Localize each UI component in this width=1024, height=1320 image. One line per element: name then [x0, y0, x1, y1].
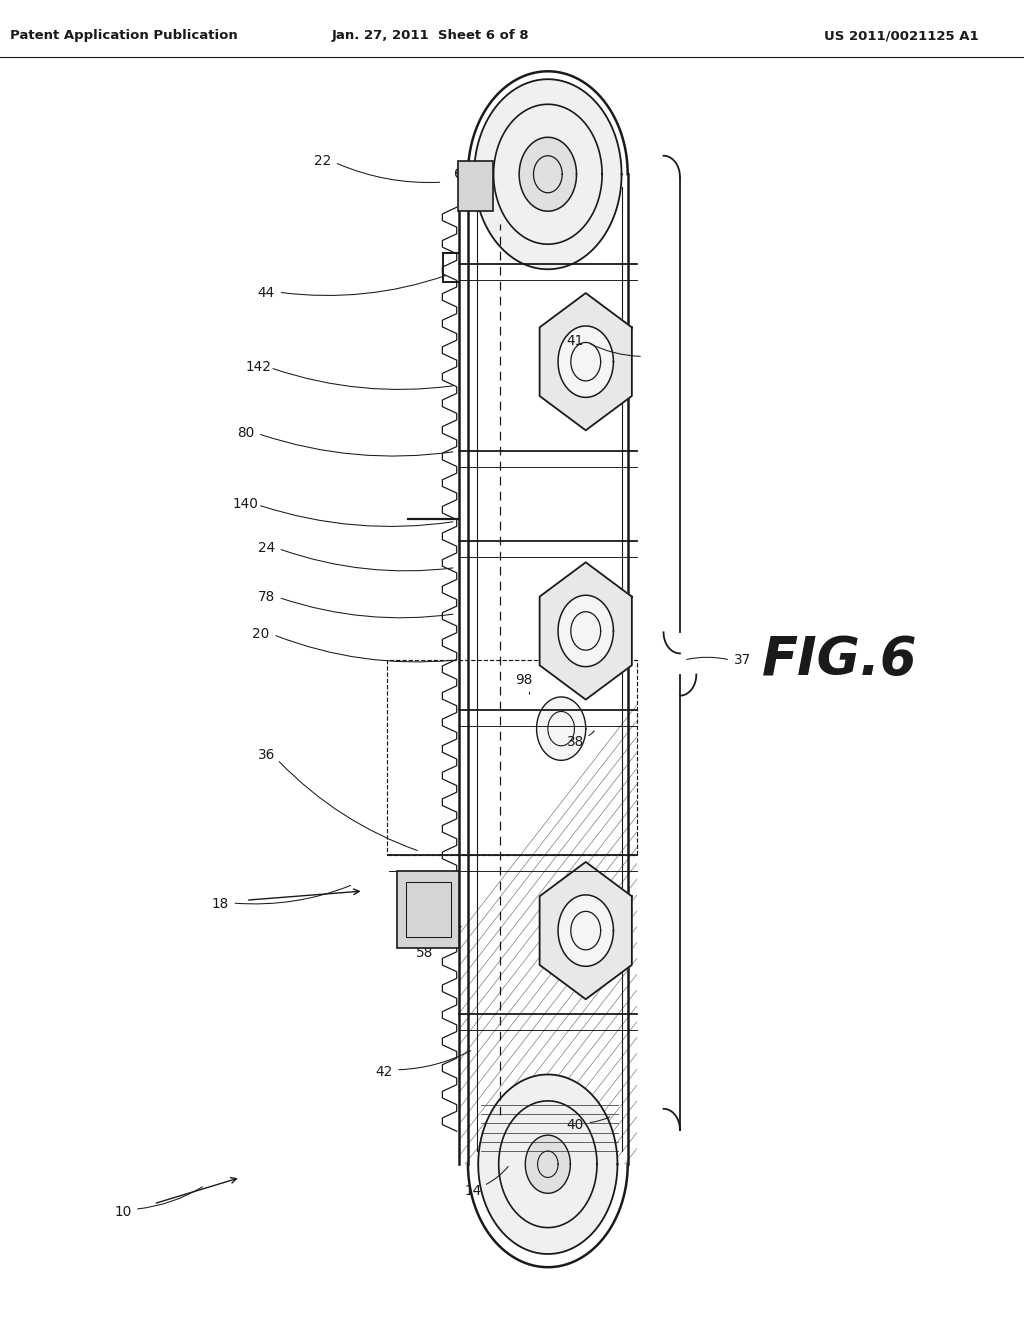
Polygon shape [519, 137, 577, 211]
Text: 40: 40 [567, 1118, 584, 1131]
Polygon shape [540, 293, 632, 430]
Text: Patent Application Publication: Patent Application Publication [10, 29, 238, 42]
Polygon shape [540, 562, 632, 700]
Polygon shape [474, 79, 622, 269]
Polygon shape [478, 1074, 617, 1254]
Polygon shape [537, 697, 586, 760]
Polygon shape [525, 1135, 570, 1193]
Bar [406, 882, 451, 937]
Text: 44: 44 [258, 286, 274, 300]
Text: 24: 24 [258, 541, 274, 554]
Text: 18: 18 [212, 898, 228, 911]
Polygon shape [558, 326, 613, 397]
Text: 41: 41 [567, 334, 584, 347]
Text: 36: 36 [258, 748, 274, 762]
Text: 37: 37 [734, 653, 751, 667]
Text: 78: 78 [258, 590, 274, 603]
Text: 10: 10 [115, 1205, 131, 1218]
Bar [387, 660, 637, 855]
Text: Jan. 27, 2011  Sheet 6 of 8: Jan. 27, 2011 Sheet 6 of 8 [332, 29, 528, 42]
Text: 42: 42 [376, 1065, 392, 1078]
Text: 98: 98 [516, 673, 532, 686]
Polygon shape [558, 595, 613, 667]
Text: 38: 38 [567, 735, 584, 748]
Bar [397, 871, 459, 948]
Polygon shape [540, 862, 632, 999]
Text: 60: 60 [455, 168, 471, 181]
Text: 20: 20 [253, 627, 269, 640]
Polygon shape [558, 895, 613, 966]
Text: 58: 58 [417, 946, 433, 960]
Text: 14: 14 [465, 1184, 481, 1197]
Text: FIG.6: FIG.6 [762, 634, 918, 686]
Text: 142: 142 [245, 360, 271, 374]
Text: 22: 22 [314, 154, 331, 168]
Text: 80: 80 [238, 426, 254, 440]
Text: 140: 140 [232, 498, 259, 511]
Text: US 2011/0021125 A1: US 2011/0021125 A1 [823, 29, 979, 42]
Bar [458, 161, 493, 211]
